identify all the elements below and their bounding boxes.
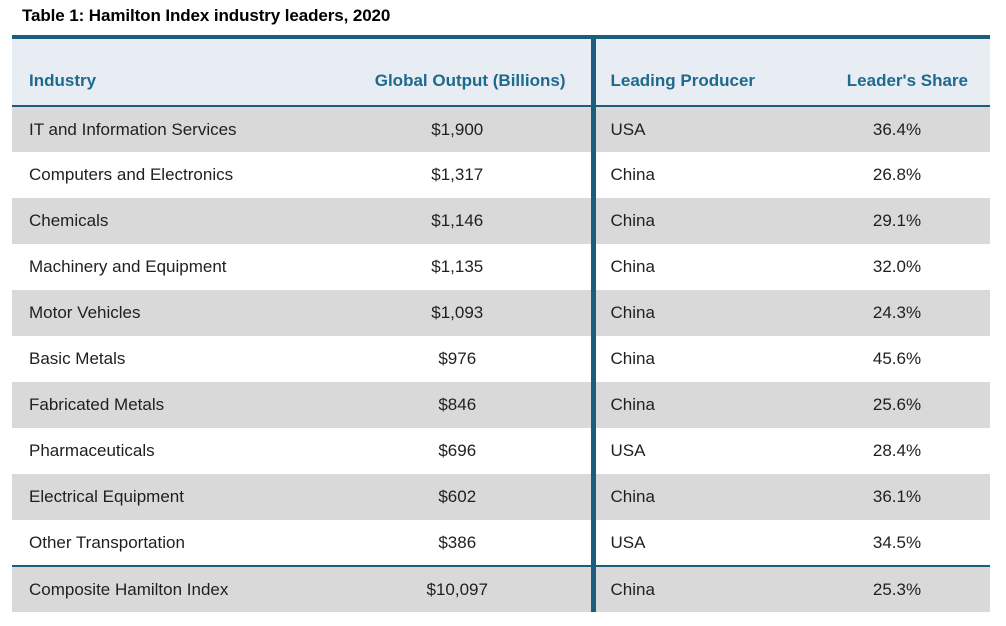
leading-producer-cell: China [590, 565, 790, 612]
industry-cell: Composite Hamilton Index [12, 565, 355, 612]
table-row: Machinery and Equipment $1,135 China 32.… [12, 244, 990, 290]
global-output-cell: $846 [438, 395, 477, 414]
global-output-cell: $1,900 [431, 119, 484, 139]
header-global-output: Global Output (Billions) [355, 37, 593, 107]
leaders-share-cell: 28.4% [872, 441, 922, 460]
table-row: Basic Metals $976 China 45.6% [12, 336, 990, 382]
leading-producer-cell: China [590, 474, 790, 520]
table-header: Industry Global Output (Billions) Leadin… [12, 37, 990, 107]
global-output-cell: $386 [438, 532, 477, 552]
leaders-share-cell: 24.3% [872, 303, 922, 322]
leaders-share-cell: 36.4% [872, 119, 922, 139]
leading-producer-cell: USA [590, 428, 790, 474]
hamilton-index-table: Industry Global Output (Billions) Leadin… [12, 35, 990, 612]
leaders-share-cell: 29.1% [872, 211, 922, 230]
industry-cell: Fabricated Metals [29, 395, 165, 414]
table-row: IT and Information Services $1,900 USA 3… [12, 106, 990, 152]
header-row: Industry Global Output (Billions) Leadin… [12, 37, 990, 107]
table-title: Table 1: Hamilton Index industry leaders… [22, 6, 391, 25]
header-leaders-share: Leader's Share [790, 37, 990, 107]
industry-cell: IT and Information Services [29, 119, 237, 139]
leading-producer-cell: China [590, 152, 790, 198]
industry-cell: Machinery and Equipment [29, 257, 227, 276]
global-output-cell: $1,093 [431, 303, 484, 322]
leaders-share-cell: 45.6% [872, 349, 922, 368]
industry-cell: Chemicals [29, 211, 109, 230]
leaders-share-cell: 25.6% [872, 395, 922, 414]
table-row: Electrical Equipment $602 China 36.1% [12, 474, 990, 520]
leading-producer-cell: USA [590, 106, 790, 152]
industry-cell: Motor Vehicles [29, 303, 141, 322]
leading-producer-cell: China [590, 290, 790, 336]
global-output-cell: $10,097 [355, 565, 593, 612]
global-output-cell: $602 [438, 487, 477, 506]
table-row: Pharmaceuticals $696 USA 28.4% [12, 428, 990, 474]
industry-cell: Electrical Equipment [29, 487, 184, 506]
table-row: Motor Vehicles $1,093 China 24.3% [12, 290, 990, 336]
leading-producer-cell: USA [590, 520, 790, 566]
global-output-cell: $1,135 [431, 257, 484, 276]
industry-cell: Basic Metals [29, 349, 126, 368]
table-row: Fabricated Metals $846 China 25.6% [12, 382, 990, 428]
leaders-share-cell: 26.8% [872, 165, 922, 184]
table-row: Other Transportation $386 USA 34.5% [12, 520, 990, 566]
leading-producer-cell: China [590, 198, 790, 244]
leading-producer-cell: China [590, 244, 790, 290]
table-row: Computers and Electronics $1,317 China 2… [12, 152, 990, 198]
global-output-cell: $1,317 [431, 165, 484, 184]
leaders-share-cell: 32.0% [872, 257, 922, 276]
leaders-share-cell: 34.5% [872, 532, 922, 552]
global-output-cell: $696 [438, 441, 477, 460]
industry-cell: Other Transportation [29, 532, 185, 552]
industry-cell: Pharmaceuticals [29, 441, 155, 460]
global-output-cell: $1,146 [431, 211, 484, 230]
header-industry: Industry [12, 37, 355, 107]
leaders-share-cell: 36.1% [872, 487, 922, 506]
global-output-cell: $976 [438, 349, 477, 368]
leading-producer-cell: China [590, 336, 790, 382]
composite-row: Composite Hamilton Index $10,097 China 2… [12, 565, 990, 612]
industry-cell: Computers and Electronics [29, 165, 234, 184]
leaders-share-cell: 25.3% [790, 565, 990, 612]
table-row: Chemicals $1,146 China 29.1% [12, 198, 990, 244]
leading-producer-cell: China [590, 382, 790, 428]
header-leading-producer: Leading Producer [590, 37, 790, 107]
table-body: IT and Information Services $1,900 USA 3… [12, 106, 990, 612]
